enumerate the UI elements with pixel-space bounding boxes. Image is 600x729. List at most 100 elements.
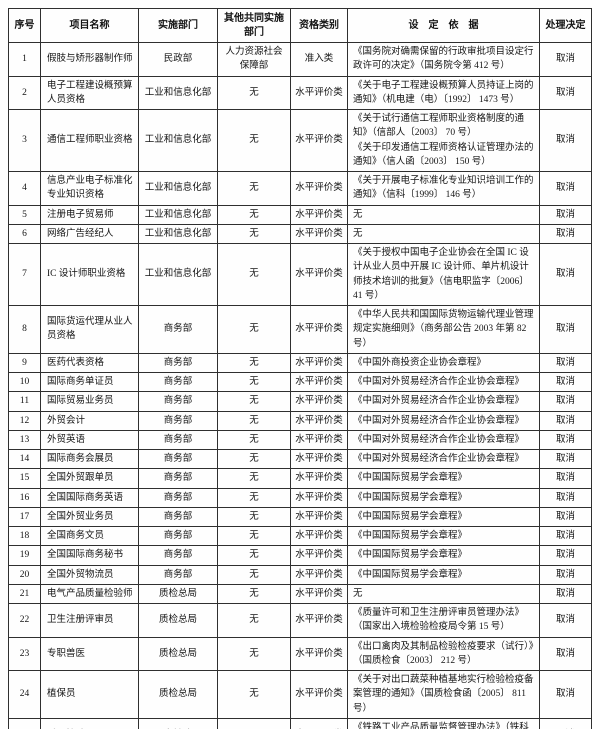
table-row: 16 全国国际商务英语 商务部 无 水平评价类 《中国国际贸易学会章程》 取消 xyxy=(8,487,592,508)
cell-co-dept: 人力资源社会保障部 xyxy=(217,42,291,77)
cell-implementing-dept: 商务部 xyxy=(138,487,218,508)
basis-document: 《中国对外贸易经济合作企业协会章程》 xyxy=(353,434,525,445)
cell-decision: 取消 xyxy=(539,717,592,729)
cell-serial-number: 10 xyxy=(8,371,41,393)
cell-implementing-dept: 质检总局 xyxy=(138,670,218,719)
cell-implementing-dept: 商务部 xyxy=(138,429,218,451)
basis-document: 《中国对外贸易经济合作企业协会章程》 xyxy=(353,454,525,464)
basis-document: 《中国国际贸易学会章程》 xyxy=(353,550,468,561)
cell-project-name: 全国外贸跟单员 xyxy=(40,468,139,489)
cell-category: 水平评价类 xyxy=(290,429,348,451)
cell-co-dept: 无 xyxy=(217,204,291,225)
cell-setting-basis: 《中国对外贸易经济合作企业协会章程》 xyxy=(347,429,540,451)
cell-serial-number: 18 xyxy=(8,525,41,547)
cell-implementing-dept: 商务部 xyxy=(138,506,218,528)
table-row: 8 国际货运代理从业人员资格 商务部 无 水平评价类 《中华人民共和国国际货物运… xyxy=(8,305,592,354)
cell-decision: 取消 xyxy=(539,223,592,245)
cell-setting-basis: 无 xyxy=(347,583,540,605)
table-row: 4 信息产业电子标准化专业知识资格 工业和信息化部 无 水平评价类 《关于开展电… xyxy=(8,171,592,206)
table-row: 10 国际商务单证员 商务部 无 水平评价类 《中国对外贸易经济合作企业协会章程… xyxy=(8,371,592,393)
cell-project-name: 外贸英语 xyxy=(40,429,139,451)
cell-decision: 取消 xyxy=(539,391,592,412)
basis-document: 《关于对出口蔬菜种植基地实行检验检疫备案管理的通知》（国质检食函〔2005〕 8… xyxy=(353,675,534,714)
table-row: 14 国际商务会展员 商务部 无 水平评价类 《中国对外贸易经济合作企业协会章程… xyxy=(8,448,592,470)
table-row: 20 全国外贸物流员 商务部 无 水平评价类 《中国国际贸易学会章程》 取消 xyxy=(8,564,592,585)
basis-document: 《关于开展电子标准化专业知识培训工作的通知》（信科〔1999〕 146 号） xyxy=(353,176,534,201)
cell-decision: 取消 xyxy=(539,305,592,354)
cell-serial-number: 15 xyxy=(8,468,41,489)
cell-project-name: 质量检验员 xyxy=(40,717,139,729)
cell-serial-number: 12 xyxy=(8,410,41,431)
cell-co-dept: 无 xyxy=(217,75,291,110)
cell-setting-basis: 《中国国际贸易学会章程》 xyxy=(347,468,540,489)
cell-decision: 取消 xyxy=(539,603,592,638)
cell-setting-basis: 无 xyxy=(347,204,540,225)
cell-setting-basis: 《中国对外贸易经济合作企业协会章程》 xyxy=(347,410,540,431)
cell-decision: 取消 xyxy=(539,525,592,547)
cell-decision: 取消 xyxy=(539,636,592,671)
cell-serial-number: 2 xyxy=(8,75,41,110)
cell-setting-basis: 《中国对外贸易经济合作企业协会章程》 xyxy=(347,391,540,412)
header-decision: 处理决定 xyxy=(539,8,592,43)
header-category: 资格类别 xyxy=(290,8,348,43)
cell-implementing-dept: 商务部 xyxy=(138,371,218,393)
cell-serial-number: 23 xyxy=(8,636,41,671)
cell-project-name: 全国外贸业务员 xyxy=(40,506,139,528)
cell-setting-basis: 《关于授权中国电子企业协会在全国 IC 设计从业人员中开展 IC 设计师、单片机… xyxy=(347,243,540,306)
cell-category: 水平评价类 xyxy=(290,171,348,206)
cell-category: 水平评价类 xyxy=(290,670,348,719)
basis-document: 《质量许可和卫生注册评审员管理办法》（国家出入境检验检疫局令第 15 号） xyxy=(353,608,525,633)
cell-co-dept: 无 xyxy=(217,564,291,585)
table-row: 21 电气产品质量检验师 质检总局 无 水平评价类 无 取消 xyxy=(8,583,592,605)
basis-document: 《中国对外贸易经济合作企业协会章程》 xyxy=(353,415,525,426)
cell-implementing-dept: 商务部 xyxy=(138,352,218,374)
cell-implementing-dept: 商务部 xyxy=(138,410,218,431)
cell-implementing-dept: 民政部 xyxy=(138,42,218,77)
cell-project-name: 通信工程师职业资格 xyxy=(40,109,139,172)
cell-serial-number: 1 xyxy=(8,42,41,77)
cell-co-dept: 无 xyxy=(217,109,291,172)
cell-setting-basis: 《中国国际贸易学会章程》 xyxy=(347,564,540,585)
cell-implementing-dept: 国家铁路局 xyxy=(138,717,218,729)
cell-project-name: 国际商务会展员 xyxy=(40,448,139,470)
cell-project-name: 网络广告经纪人 xyxy=(40,223,139,245)
cell-serial-number: 11 xyxy=(8,391,41,412)
cell-co-dept: 无 xyxy=(217,448,291,470)
table-row: 6 网络广告经纪人 工业和信息化部 无 水平评价类 无 取消 xyxy=(8,223,592,245)
cell-category: 水平评价类 xyxy=(290,636,348,671)
cell-setting-basis: 《关于电子工程建设概预算人员持证上岗的通知》（机电建（电）〔1992〕 1473… xyxy=(347,75,540,110)
cell-serial-number: 19 xyxy=(8,545,41,566)
cell-setting-basis: 《中国国际贸易学会章程》 xyxy=(347,525,540,547)
cell-implementing-dept: 工业和信息化部 xyxy=(138,171,218,206)
cell-implementing-dept: 质检总局 xyxy=(138,583,218,605)
cell-category: 水平评价类 xyxy=(290,583,348,605)
cell-implementing-dept: 工业和信息化部 xyxy=(138,204,218,225)
cell-setting-basis: 《中国对外贸易经济合作企业协会章程》 xyxy=(347,371,540,393)
cell-category: 水平评价类 xyxy=(290,204,348,225)
cell-project-name: 信息产业电子标准化专业知识资格 xyxy=(40,171,139,206)
cell-co-dept: 无 xyxy=(217,468,291,489)
header-name: 项目名称 xyxy=(40,8,139,43)
cell-decision: 取消 xyxy=(539,371,592,393)
basis-document: 《中国国际贸易学会章程》 xyxy=(353,492,468,503)
cell-co-dept: 无 xyxy=(217,545,291,566)
basis-document: 《关于电子工程建设概预算人员持证上岗的通知》（机电建（电）〔1992〕 1473… xyxy=(353,80,534,105)
cell-decision: 取消 xyxy=(539,564,592,585)
cell-implementing-dept: 商务部 xyxy=(138,545,218,566)
basis-document: 《中国外商投资企业协会章程》 xyxy=(353,357,487,368)
cell-project-name: 电气产品质量检验师 xyxy=(40,583,139,605)
table-row: 9 医药代表资格 商务部 无 水平评价类 《中国外商投资企业协会章程》 取消 xyxy=(8,352,592,374)
cell-setting-basis: 《中国国际贸易学会章程》 xyxy=(347,545,540,566)
cell-category: 准入类 xyxy=(290,42,348,77)
cell-setting-basis: 《中国国际贸易学会章程》 xyxy=(347,506,540,528)
basis-document: 无 xyxy=(353,228,363,239)
cell-co-dept: 无 xyxy=(217,717,291,729)
cell-co-dept: 无 xyxy=(217,223,291,245)
cell-setting-basis: 《关于试行通信工程师职业资格制度的通知》（信部人〔2003〕 70 号） 《关于印… xyxy=(347,109,540,172)
cell-project-name: 全国商务文员 xyxy=(40,525,139,547)
cell-decision: 取消 xyxy=(539,171,592,206)
table-row: 7 IC 设计师职业资格 工业和信息化部 无 水平评价类 《关于授权中国电子企业… xyxy=(8,243,592,306)
basis-document: 《中国国际贸易学会章程》 xyxy=(353,473,468,484)
basis-document: 《国务院对确需保留的行政审批项目设定行政许可的决定》（国务院令第 412 号） xyxy=(353,47,534,72)
